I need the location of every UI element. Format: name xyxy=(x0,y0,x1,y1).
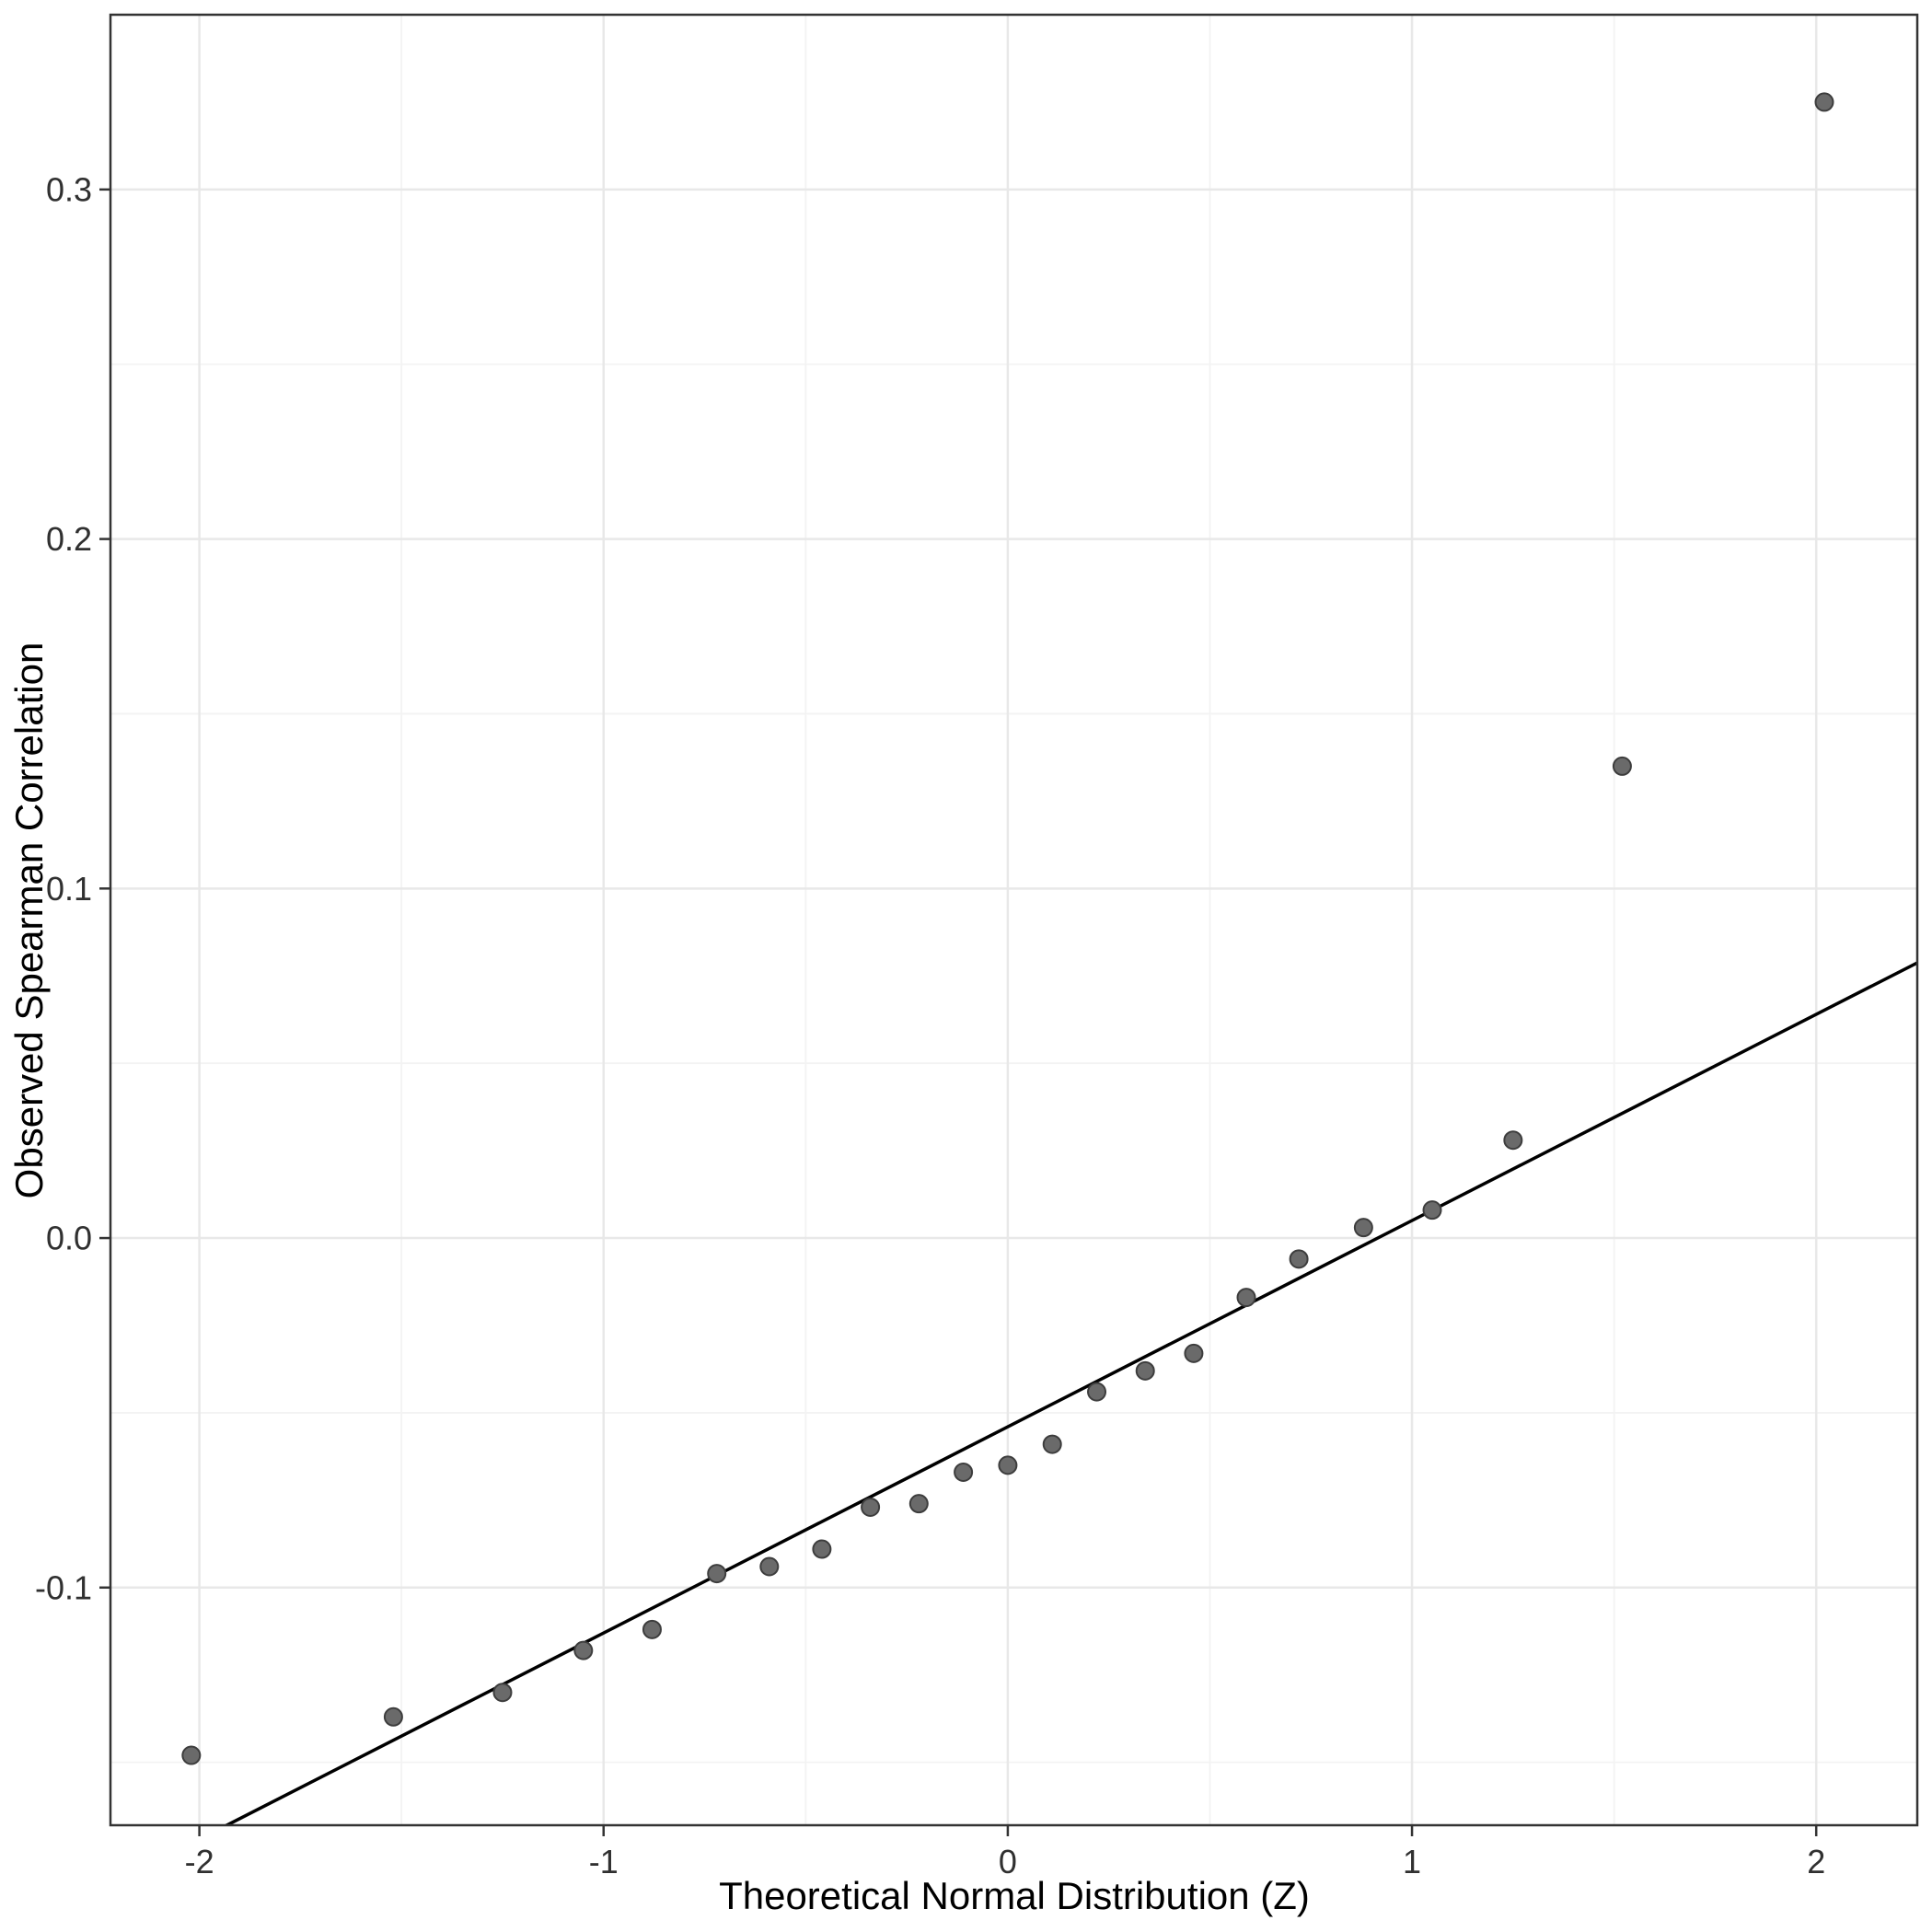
y-axis-tick-label: 0.1 xyxy=(46,870,92,908)
y-axis-title: Observed Spearman Correlation xyxy=(7,642,51,1199)
x-axis-tick-label: 2 xyxy=(1807,1843,1825,1880)
data-point xyxy=(1135,1360,1155,1381)
data-point xyxy=(1612,756,1632,776)
x-axis-tick-label: 1 xyxy=(1403,1843,1421,1880)
data-point xyxy=(573,1640,594,1660)
data-point xyxy=(383,1706,403,1727)
data-point xyxy=(954,1462,974,1482)
axis-tick-labels-layer: -2 -1 0 1 2 -0.1 0.0 0.1 0.2 0.3 xyxy=(35,170,1825,1880)
data-point xyxy=(908,1494,929,1514)
axis-ticks-layer xyxy=(99,188,1818,1836)
data-point xyxy=(861,1497,881,1517)
data-point xyxy=(492,1683,513,1703)
data-point xyxy=(998,1455,1018,1475)
data-point xyxy=(181,1745,202,1765)
y-axis-tick-label: 0.2 xyxy=(46,520,92,558)
reference-line-layer xyxy=(223,961,1917,1825)
data-point xyxy=(1087,1382,1107,1402)
x-axis-tick-label: -2 xyxy=(185,1843,214,1880)
y-axis-tick-label: 0.0 xyxy=(46,1220,92,1257)
data-point xyxy=(1503,1130,1523,1151)
data-point xyxy=(707,1564,727,1584)
grid-lines xyxy=(110,15,1917,1825)
data-point xyxy=(759,1556,780,1577)
qq-reference-line xyxy=(223,961,1917,1825)
data-point xyxy=(1236,1288,1256,1308)
data-point xyxy=(1042,1434,1062,1454)
plot-panel-background xyxy=(110,15,1917,1825)
plot-panel xyxy=(110,15,1917,1825)
data-point xyxy=(1814,92,1834,112)
scatter-points-layer xyxy=(181,92,1834,1765)
y-axis-tick-label: 0.3 xyxy=(46,170,92,208)
data-point xyxy=(1184,1343,1204,1363)
data-point xyxy=(642,1619,662,1639)
panel-border xyxy=(109,13,1919,1827)
data-point xyxy=(1289,1249,1309,1269)
x-axis-title: Theoretical Normal Distribution (Z) xyxy=(719,1874,1310,1917)
y-axis-tick-label: -0.1 xyxy=(35,1568,92,1606)
data-point xyxy=(1422,1200,1442,1221)
x-axis-tick-label: -1 xyxy=(589,1843,619,1880)
data-point xyxy=(1353,1218,1373,1238)
panel-border-layer xyxy=(109,13,1919,1827)
x-axis-tick-label: 0 xyxy=(999,1843,1017,1880)
data-point xyxy=(812,1539,832,1559)
